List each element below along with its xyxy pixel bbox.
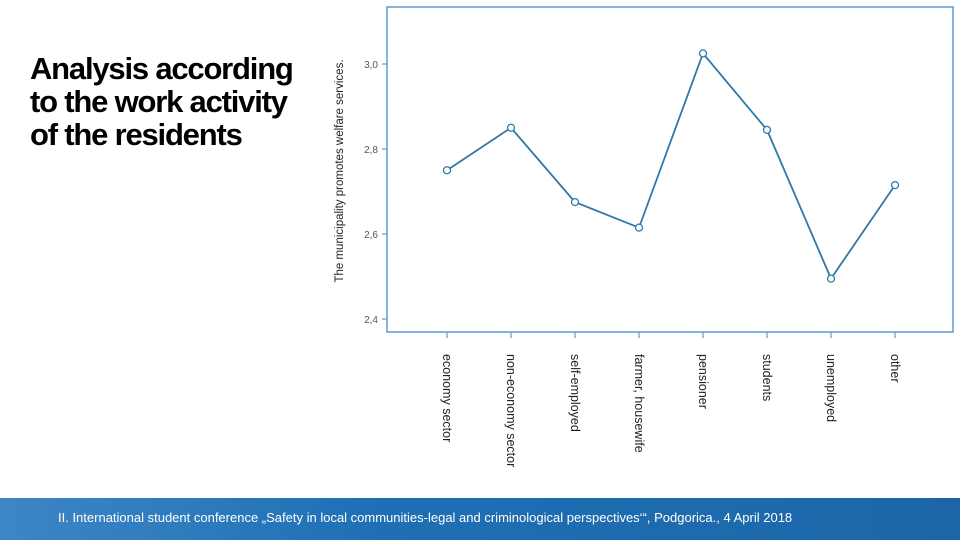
x-tick-label: self-employed: [568, 354, 582, 432]
line-chart: 2,4 2,6 2,8 3,0 economy sector non-economy s…: [334, 6, 954, 467]
footer-text: II. International student conference „Sa…: [58, 510, 793, 525]
slide-title: Analysis according to the work activity …: [30, 52, 330, 151]
data-point: [570, 197, 580, 207]
x-axis-ticks: economy sector non-economy sector self-emp…: [440, 332, 902, 467]
x-tick-label: students: [760, 354, 774, 401]
plot-frame: [386, 6, 954, 333]
y-tick-label: 2,8: [364, 145, 378, 156]
data-point: [762, 125, 772, 135]
x-tick-label: unemployed: [824, 354, 838, 422]
data-point: [698, 49, 708, 58]
footer-bar: II. International student conference „Sa…: [0, 498, 960, 540]
slide-title-line-1: Analysis according: [30, 51, 294, 86]
data-point: [634, 223, 644, 232]
series-line: [446, 51, 896, 281]
slide-title-line-2: to the work activity: [30, 84, 288, 119]
y-axis-label: The municipality promotes welfare servic…: [334, 59, 346, 282]
x-tick-label: other: [888, 354, 902, 383]
data-point: [826, 274, 836, 283]
y-tick-label: 2,4: [364, 315, 378, 326]
data-point: [506, 123, 516, 132]
data-point: [890, 180, 900, 190]
y-axis-ticks: 2,4 2,6 2,8 3,0: [364, 60, 387, 326]
y-tick-label: 2,6: [364, 230, 378, 241]
y-tick-label: 3,0: [364, 60, 378, 71]
x-tick-label: economy sector: [440, 354, 454, 442]
series-points: [442, 49, 900, 283]
footer-background: [0, 498, 960, 540]
slide-title-line-3: of the residents: [30, 117, 243, 152]
data-point: [442, 166, 452, 175]
x-tick-label: pensioner: [696, 354, 710, 409]
x-tick-label: farmer, housewife: [632, 354, 646, 453]
x-tick-label: non-economy sector: [504, 354, 518, 467]
